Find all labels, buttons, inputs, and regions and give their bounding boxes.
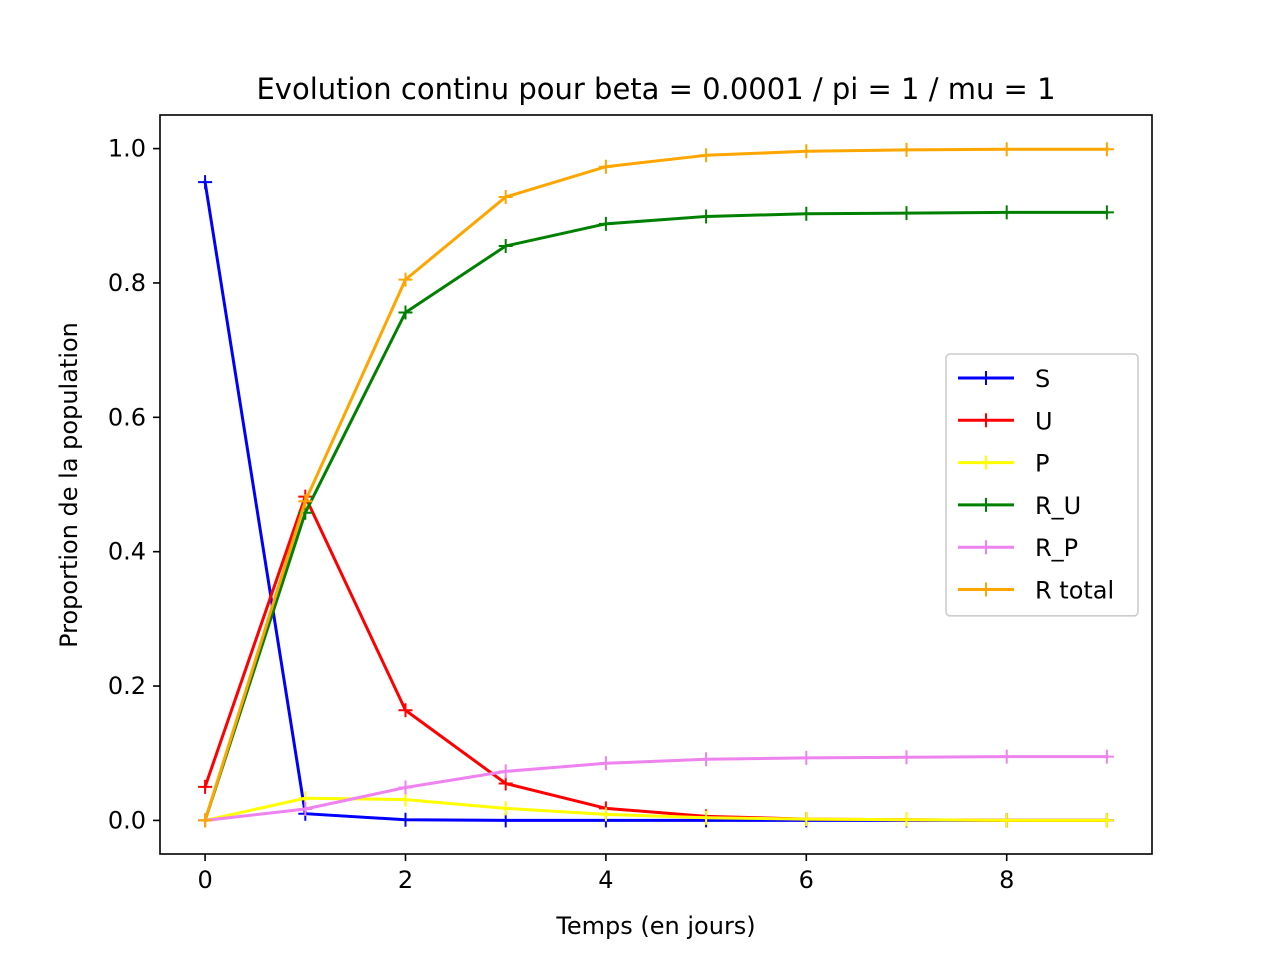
data-point-marker: [999, 749, 1014, 764]
legend-item: R_U: [958, 492, 1081, 520]
data-point-marker: [799, 206, 814, 221]
y-tick-label: 0.4: [108, 538, 146, 566]
series-line: [203, 147, 1109, 823]
legend-swatch-marker: [979, 455, 993, 470]
y-tick-label: 1.0: [108, 135, 146, 163]
data-point-marker: [398, 792, 413, 807]
series-r_p: [198, 749, 1114, 828]
x-tick-label: 0: [197, 866, 212, 894]
y-axis-label: Proportion de la population: [55, 322, 83, 648]
data-point-marker: [1099, 813, 1114, 828]
data-point-marker: [899, 206, 914, 221]
data-point-marker: [999, 205, 1014, 220]
legend-item: S: [958, 365, 1050, 393]
x-tick-label: 2: [398, 866, 413, 894]
legend-item: R total: [958, 577, 1114, 605]
data-point-marker: [498, 776, 513, 791]
data-point-marker: [1099, 749, 1114, 764]
legend-label: R_P: [1035, 534, 1078, 562]
data-point-marker: [699, 148, 714, 163]
data-point-marker: [198, 175, 213, 190]
data-point-marker: [398, 703, 413, 718]
y-tick-label: 0.2: [108, 672, 146, 700]
data-point-marker: [699, 810, 714, 825]
legend-label: R_U: [1035, 492, 1081, 520]
data-point-marker: [899, 750, 914, 765]
data-point-marker: [598, 159, 613, 174]
data-point-marker: [1099, 205, 1114, 220]
data-point-marker: [999, 142, 1014, 157]
data-point-marker: [498, 239, 513, 254]
data-point-marker: [598, 807, 613, 822]
data-point-marker: [398, 780, 413, 795]
legend-item: R_P: [958, 534, 1078, 562]
data-point-marker: [298, 494, 313, 509]
data-point-marker: [498, 801, 513, 816]
data-point-marker: [498, 813, 513, 828]
data-point-marker: [899, 812, 914, 827]
data-point-marker: [899, 142, 914, 157]
series-r-total: [198, 142, 1114, 828]
data-point-marker: [799, 750, 814, 765]
data-point-marker: [198, 813, 213, 828]
x-tick-label: 8: [999, 866, 1014, 894]
data-point-marker: [799, 812, 814, 827]
plot-area: 0 2 4 6 8 0.0 0.2 0.4 0.6 0.8 1.0: [108, 114, 1153, 894]
legend-label: S: [1035, 365, 1050, 393]
data-point-marker: [498, 189, 513, 204]
y-tick-label: 0.0: [108, 806, 146, 834]
data-point-marker: [598, 216, 613, 231]
data-point-marker: [1099, 142, 1114, 157]
x-axis-label: Temps (en jours): [555, 912, 755, 940]
legend-label: P: [1035, 450, 1049, 478]
data-point-marker: [398, 305, 413, 320]
y-tick-label: 0.6: [108, 403, 146, 431]
y-axis: 0.0 0.2 0.4 0.6 0.8 1.0: [108, 135, 160, 834]
data-point-marker: [699, 209, 714, 224]
data-point-marker: [799, 144, 814, 159]
legend-label: U: [1035, 407, 1053, 435]
series-line: [203, 755, 1109, 823]
chart-title: Evolution continu pour beta = 0.0001 / p…: [256, 72, 1055, 106]
legend-swatch-marker: [979, 371, 993, 385]
legend-label: R total: [1035, 577, 1114, 605]
axes-frame: [159, 114, 1153, 855]
legend-swatch-marker: [979, 413, 993, 428]
x-tick-label: 4: [598, 866, 613, 894]
y-tick-label: 0.8: [108, 269, 146, 297]
legend-item: U: [958, 407, 1053, 435]
data-point-marker: [498, 764, 513, 779]
data-point-marker: [198, 779, 213, 794]
legend-item: P: [958, 450, 1049, 478]
data-point-marker: [298, 801, 313, 816]
legend-swatch-marker: [979, 497, 993, 512]
data-point-marker: [398, 812, 413, 827]
legend: SUP R_U R_P R total: [945, 353, 1139, 617]
x-tick-label: 6: [799, 866, 814, 894]
x-axis: 0 2 4 6 8: [197, 854, 1014, 894]
data-point-marker: [398, 272, 413, 287]
series-line: [203, 210, 1109, 823]
legend-swatch-marker: [979, 582, 993, 597]
data-point-marker: [999, 813, 1014, 828]
data-point-marker: [699, 752, 714, 767]
data-point-marker: [598, 756, 613, 771]
legend-swatch-marker: [979, 540, 993, 555]
